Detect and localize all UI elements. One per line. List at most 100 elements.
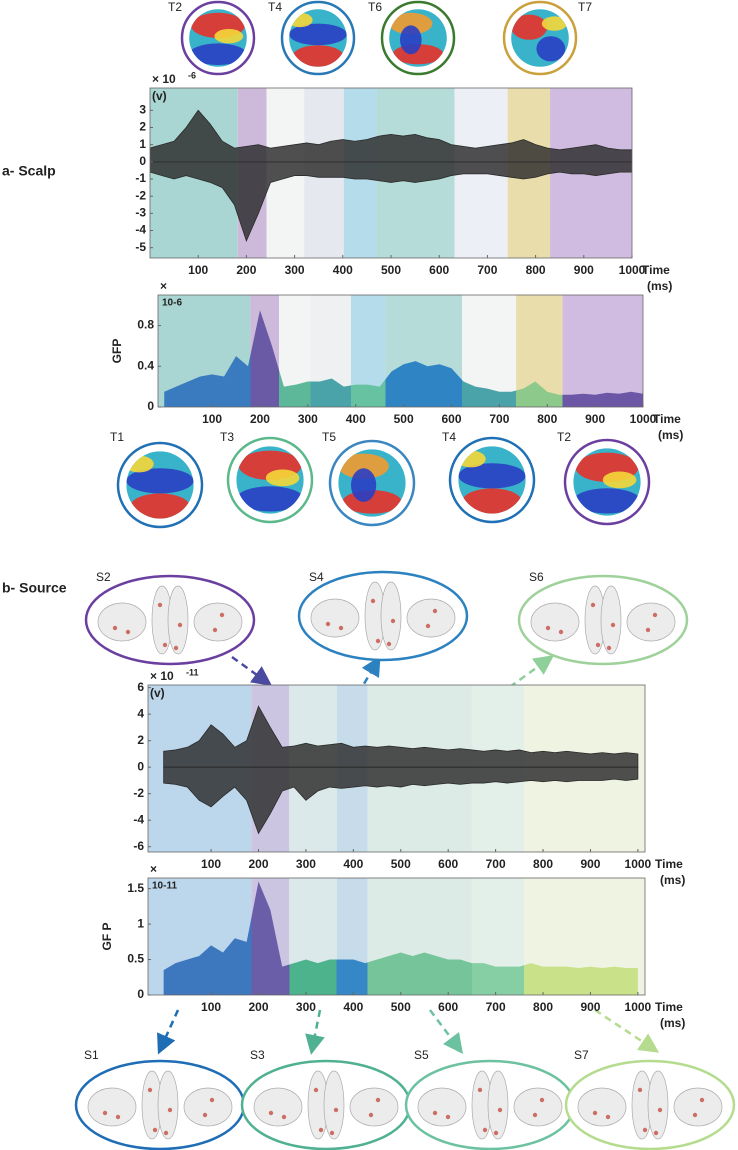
y-tick-label: 0 xyxy=(137,987,144,1001)
activation xyxy=(115,1114,121,1120)
plot-frame xyxy=(147,877,646,996)
x-tick-label: 500 xyxy=(391,857,411,871)
y-tick-label: -2 xyxy=(135,188,146,202)
panel-label: b- Source xyxy=(2,580,67,596)
brain-top xyxy=(323,1070,345,1140)
map-body xyxy=(189,9,247,67)
map-blob xyxy=(289,23,347,46)
multiplier-exponent: 10-11 xyxy=(152,881,177,892)
map-label: T2 xyxy=(557,430,571,444)
x-tick-label: 1000 xyxy=(625,857,652,871)
x-axis-label: Time xyxy=(653,412,681,426)
x-axis-label: Time xyxy=(642,263,670,277)
brain-lateral xyxy=(193,602,243,642)
multiplier: × xyxy=(160,279,167,293)
x-tick-label: 800 xyxy=(526,263,546,277)
y-tick-label: 0.5 xyxy=(127,952,144,966)
x-tick-label: 700 xyxy=(486,1000,506,1014)
brain-panel xyxy=(74,1059,246,1150)
y-tick-label: 0.4 xyxy=(137,358,154,372)
activation xyxy=(445,1114,451,1120)
x-axis-label: Time xyxy=(655,857,683,871)
y-axis-label: GFP xyxy=(110,339,124,364)
x-tick-label: 400 xyxy=(333,263,353,277)
activation xyxy=(592,1110,598,1116)
signal-envelope xyxy=(163,766,639,835)
activation xyxy=(645,627,651,633)
x-tick-label: 1000 xyxy=(619,263,646,277)
brain-lateral xyxy=(406,598,456,638)
x-tick-label: 400 xyxy=(343,857,363,871)
brain-lateral xyxy=(530,602,580,642)
x-tick-label: 100 xyxy=(188,263,208,277)
activation xyxy=(212,627,218,633)
activation xyxy=(545,625,551,631)
activation xyxy=(699,1097,705,1103)
x-tick-label: 600 xyxy=(438,857,458,871)
map-body xyxy=(458,446,526,514)
map-blob xyxy=(126,468,194,494)
x-tick-label: 900 xyxy=(574,263,594,277)
x-tick-label: 400 xyxy=(343,1000,363,1014)
x-tick-label: 700 xyxy=(486,857,506,871)
brain-label: S5 xyxy=(414,1048,429,1062)
activation xyxy=(653,1130,659,1136)
map-blob xyxy=(189,43,247,65)
activation xyxy=(125,629,131,635)
activation xyxy=(375,638,381,644)
map-label: T3 xyxy=(220,430,234,444)
brain-top xyxy=(380,581,402,651)
x-tick-label: 100 xyxy=(201,1000,221,1014)
activation xyxy=(281,1114,287,1120)
map-body xyxy=(389,9,447,67)
activation xyxy=(202,1112,208,1118)
map-blob xyxy=(458,463,526,489)
map-blob xyxy=(351,468,377,502)
activation xyxy=(637,1087,643,1093)
y-tick-label: 0.8 xyxy=(137,318,154,332)
y-axis-label: GF P xyxy=(100,922,114,950)
brain-lateral xyxy=(577,1087,627,1127)
multiplier-exponent: -6 xyxy=(188,70,196,80)
x-tick-label: 800 xyxy=(533,857,553,871)
multiplier: × 10 xyxy=(150,669,174,683)
activation xyxy=(539,1097,545,1103)
activation xyxy=(167,1107,173,1113)
activation xyxy=(497,1107,503,1113)
y-tick-label: -6 xyxy=(133,839,144,853)
activation xyxy=(370,598,376,604)
x-tick-label: 600 xyxy=(441,412,461,426)
y-tick-label: -4 xyxy=(133,812,144,826)
x-tick-label: 300 xyxy=(296,857,316,871)
brain-lateral xyxy=(417,1087,467,1127)
brain-panel xyxy=(84,574,256,666)
map-blob xyxy=(338,453,389,479)
brain-label: S7 xyxy=(574,1048,589,1062)
map-blob xyxy=(536,36,566,62)
brain-top xyxy=(600,585,622,655)
brain-lateral xyxy=(513,1087,563,1127)
x-tick-label: 200 xyxy=(236,263,256,277)
activation xyxy=(162,642,168,648)
gfp-area xyxy=(163,881,638,995)
y-tick-label: 1 xyxy=(137,916,144,930)
activation xyxy=(692,1112,698,1118)
topomap xyxy=(116,441,204,529)
activation xyxy=(325,621,331,627)
brain-lateral xyxy=(183,1087,233,1127)
map-label: T4 xyxy=(268,0,282,14)
multiplier-exponent: -11 xyxy=(186,667,199,677)
activation xyxy=(157,602,163,608)
map-blob xyxy=(573,488,641,514)
activation xyxy=(432,608,438,614)
activation xyxy=(112,625,118,631)
x-tick-label: 900 xyxy=(585,412,605,426)
brain-label: S6 xyxy=(529,570,544,584)
brain-lateral xyxy=(310,598,360,638)
y-tick-label: 1 xyxy=(139,137,146,151)
x-tick-label: 500 xyxy=(394,412,414,426)
y-tick-label: -1 xyxy=(135,171,146,185)
activation xyxy=(313,1087,319,1093)
brain-lateral xyxy=(87,1087,137,1127)
x-tick-label: 900 xyxy=(580,857,600,871)
